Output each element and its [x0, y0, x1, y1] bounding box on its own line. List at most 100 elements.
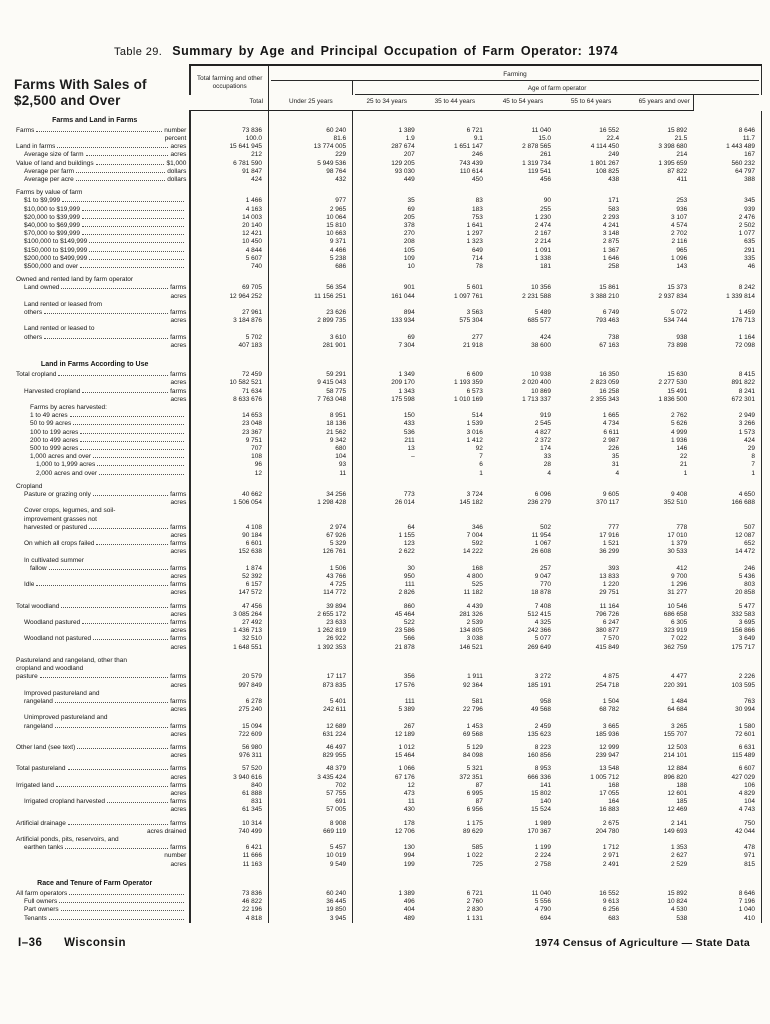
spacer-row	[14, 597, 763, 603]
dot-leader	[80, 266, 185, 268]
value-cell	[189, 814, 269, 820]
value-cell: 1 648 551	[189, 643, 269, 652]
row-label: cropland and woodland	[16, 665, 84, 673]
value-cell: 3 940 616	[189, 773, 269, 782]
value-cell	[625, 483, 693, 491]
value-cell: 106	[693, 781, 763, 790]
row-label: Farms number	[14, 127, 190, 135]
column-group-farming: Farming	[268, 64, 763, 81]
row-label: Cropland	[16, 482, 43, 490]
value-cell: 13	[407, 445, 415, 453]
value-cell: 4 530	[670, 906, 688, 914]
value-cell: 1 466	[189, 197, 269, 206]
spacer-row	[14, 651, 763, 657]
value-cell: 109	[403, 254, 415, 262]
value-cell	[421, 657, 489, 665]
row-unit: percent	[164, 134, 187, 142]
value-cell: 5 129	[466, 743, 483, 751]
value-cell	[625, 355, 693, 371]
spacer-row	[14, 271, 763, 277]
value-cell: 1 801 267	[590, 159, 620, 167]
value-cell: 4 574	[670, 221, 688, 229]
row-label: acres	[14, 706, 190, 714]
row-unit: acres	[170, 341, 187, 349]
table-row: $1 to $9,999 1 466 977 35 83 90 171 253 345	[14, 197, 763, 206]
value-cell	[421, 111, 489, 127]
row-label-text: $20,000 to $39,999	[24, 213, 81, 221]
value-cell: 104	[268, 453, 354, 462]
row-label: percent	[14, 135, 190, 143]
row-label: Total cropland farms	[14, 371, 190, 379]
table-row: 2,000 acres and over 12 11 1 4 4 1 1	[14, 469, 763, 478]
value-cell: 2 830	[466, 906, 483, 914]
dot-leader	[67, 823, 169, 825]
table-row: $100,000 to $149,999 10 450 9 371 208 1 323 2…	[14, 238, 763, 247]
section-heading: Land in Farms According to Use	[40, 360, 149, 368]
value-cell	[421, 714, 489, 722]
value-cell: 5 556	[534, 898, 552, 906]
value-cell: 185 936	[595, 730, 620, 738]
value-cell: 891 822	[693, 379, 763, 388]
row-label: On which all crops failed farms	[14, 540, 190, 548]
row-unit: acres	[170, 681, 187, 689]
value-cell: 950	[403, 573, 415, 581]
row-label: 1,000 to 1,999 acres	[14, 461, 190, 469]
value-cell: 205	[403, 213, 415, 221]
row-unit: number	[164, 852, 187, 860]
row-unit: acres	[170, 627, 187, 635]
row-unit: farms	[170, 673, 187, 681]
value-cell: 977	[268, 197, 354, 206]
value-cell: 380 877	[595, 627, 620, 635]
value-cell: 4 325	[534, 619, 552, 627]
value-cell: 3 388 210	[590, 292, 620, 300]
value-cell: 777	[608, 523, 620, 531]
value-cell: 105	[403, 246, 415, 254]
value-cell	[693, 404, 763, 413]
value-cell	[189, 760, 269, 766]
value-cell: 10 663	[268, 230, 354, 239]
value-cell: 49 568	[531, 706, 552, 714]
row-label-text: Land owned	[24, 284, 60, 292]
value-cell: 7 304	[398, 341, 415, 349]
value-cell: 3 665	[602, 722, 620, 730]
value-cell: 560 232	[693, 159, 763, 168]
row-label: fallow farms	[14, 565, 190, 573]
value-cell	[189, 656, 269, 666]
table-row: Part owners 22 196 19 850 404 2 830 4 790 6 25…	[14, 906, 763, 915]
value-cell: 438	[608, 175, 620, 183]
value-cell: 2 529	[670, 860, 688, 868]
value-cell: 277	[472, 333, 483, 341]
row-label: Idle farms	[14, 581, 190, 589]
value-cell: 9 408	[670, 491, 688, 499]
value-cell: 4 650	[693, 491, 763, 500]
row-unit: acres	[170, 151, 187, 159]
dot-leader	[55, 785, 169, 787]
row-label-text: Total woodland	[16, 602, 60, 610]
value-cell: 449	[403, 175, 415, 183]
value-cell: 750	[693, 819, 763, 828]
row-label: others farms	[14, 309, 190, 317]
value-cell	[189, 110, 269, 127]
value-cell: 96	[189, 461, 269, 470]
value-cell: 1 199	[534, 844, 552, 852]
row-unit: acres	[170, 292, 187, 300]
group-label-row: Pastureland and rangeland, other than	[14, 656, 763, 666]
value-cell: 226	[608, 445, 620, 453]
value-cell	[268, 714, 354, 723]
value-cell: 15 464	[394, 752, 415, 760]
value-cell: 3 266	[693, 420, 763, 429]
value-cell: 23 633	[268, 619, 354, 628]
dot-leader	[82, 234, 185, 236]
value-cell: 2 823 059	[590, 379, 620, 387]
row-label: Improved pastureland and	[24, 689, 100, 697]
value-cell: 5 401	[268, 697, 354, 707]
table-row: Tenants 4 818 3 945 489 1 131 694 683 538 410	[14, 914, 763, 923]
dot-leader	[93, 457, 185, 459]
value-cell	[353, 276, 421, 284]
value-cell: 11 040	[531, 889, 552, 897]
value-cell: 8	[693, 453, 763, 462]
value-cell	[421, 557, 489, 565]
value-cell: 67 163	[599, 341, 620, 349]
value-cell: 1 392 353	[268, 643, 354, 652]
value-cell	[268, 665, 354, 674]
